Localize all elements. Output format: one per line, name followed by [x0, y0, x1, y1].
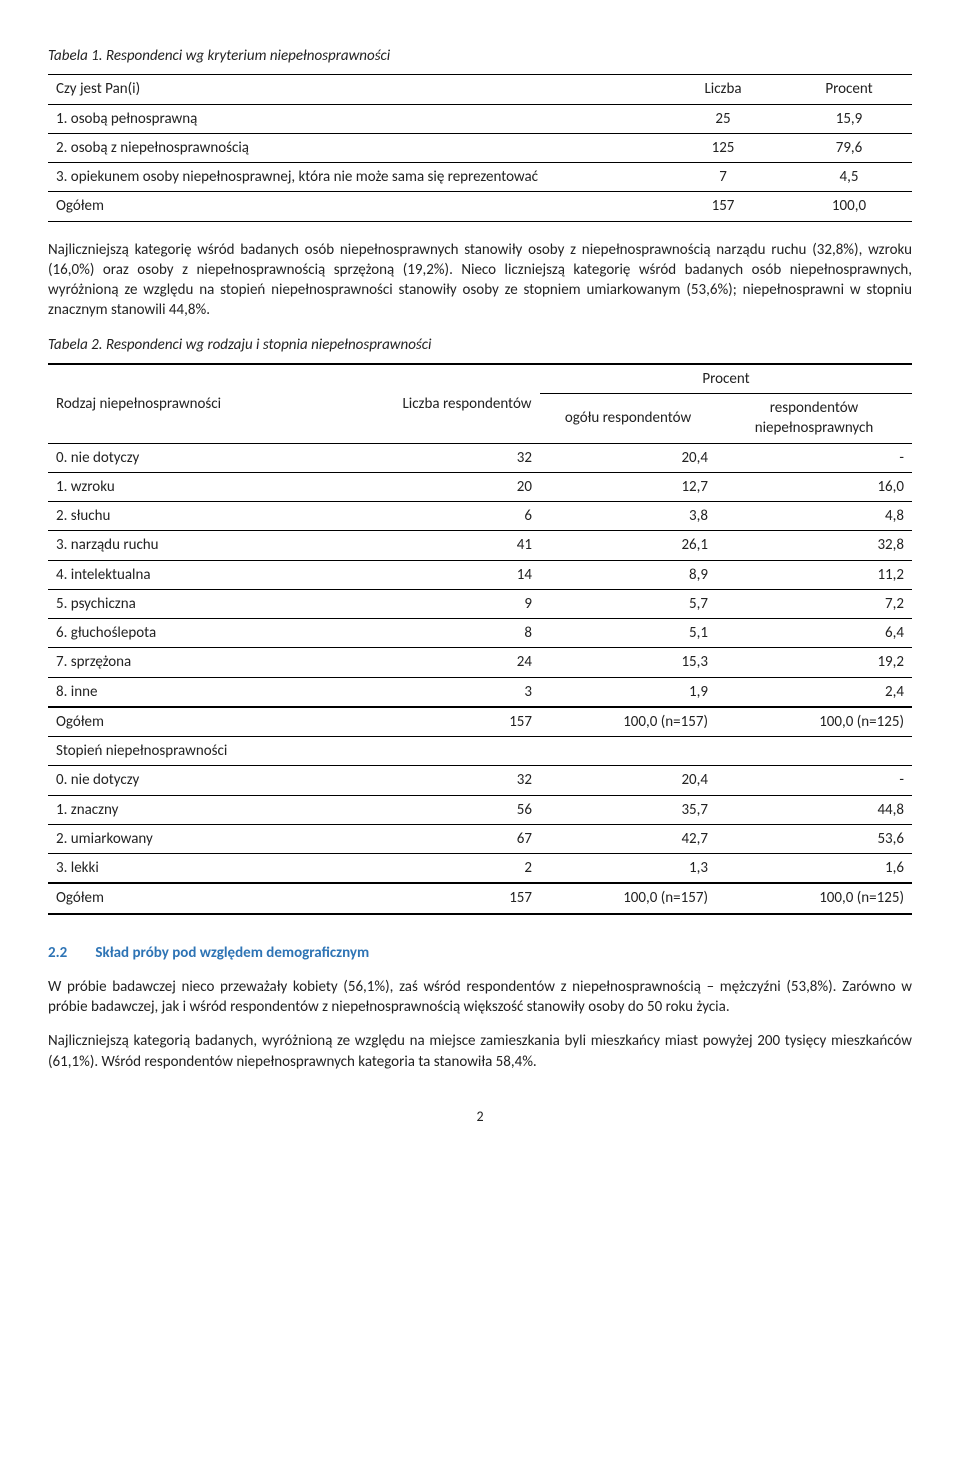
t2-row-n: 56: [394, 795, 540, 824]
paragraph-3: Najliczniejszą kategorią badanych, wyróż…: [48, 1031, 912, 1072]
t2-row-label: 3. lekki: [48, 854, 394, 884]
t2-row-n: 67: [394, 824, 540, 853]
t2-row-label: 8. inne: [48, 677, 394, 707]
t1-total-p: 100,0: [786, 192, 912, 221]
t2-row-label: 1. znaczny: [48, 795, 394, 824]
t1-row-n: 7: [660, 163, 786, 192]
page-number: 2: [48, 1108, 912, 1127]
t1-row-p: 15,9: [786, 104, 912, 133]
t2-row-n: 32: [394, 443, 540, 472]
t1-head-count: Liczba: [660, 75, 786, 104]
t2-row-p1: 42,7: [540, 824, 716, 853]
t1-head-percent: Procent: [786, 75, 912, 104]
cell: [716, 737, 912, 766]
t2-row-n: 41: [394, 531, 540, 560]
t2-row-label: 0. nie dotyczy: [48, 766, 394, 795]
section-number: 2.2: [48, 943, 92, 963]
t2-row-p1: 8,9: [540, 560, 716, 589]
t2-row-p2: 11,2: [716, 560, 912, 589]
t2-row-label: 3. narządu ruchu: [48, 531, 394, 560]
t1-row-n: 25: [660, 104, 786, 133]
t2-row-label: 2. umiarkowany: [48, 824, 394, 853]
t2-head-rowlabel: Rodzaj niepełnosprawności: [48, 364, 394, 443]
t2-row-p2: 32,8: [716, 531, 912, 560]
t2-row-n: 24: [394, 648, 540, 677]
table1-title: Tabela 1. Respondenci wg kryterium niepe…: [48, 46, 912, 66]
t2-total-label: Ogółem: [48, 707, 394, 737]
t2-row-p2: 16,0: [716, 472, 912, 501]
t2-row-n: 9: [394, 589, 540, 618]
t2-row-label: 0. nie dotyczy: [48, 443, 394, 472]
t2-row-p1: 26,1: [540, 531, 716, 560]
t2-row-n: 3: [394, 677, 540, 707]
table2: Rodzaj niepełnosprawności Liczba respond…: [48, 363, 912, 915]
cell: [540, 737, 716, 766]
t2-row-p2: 19,2: [716, 648, 912, 677]
t2-row-n: 32: [394, 766, 540, 795]
t2-degree-heading: Stopień niepełnosprawności: [48, 737, 394, 766]
t2-head-procent: Procent: [540, 364, 912, 394]
t2-head-liczba: Liczba respondentów: [394, 364, 540, 443]
t2-row-p1: 1,9: [540, 677, 716, 707]
t2-total-n: 157: [394, 883, 540, 913]
t2-row-p2: 44,8: [716, 795, 912, 824]
t1-row-n: 125: [660, 133, 786, 162]
t2-row-p2: 1,6: [716, 854, 912, 884]
t1-head-question: Czy jest Pan(i): [48, 75, 660, 104]
t2-row-label: 7. sprzężona: [48, 648, 394, 677]
t2-row-p1: 20,4: [540, 766, 716, 795]
t2-total-p1: 100,0 (n=157): [540, 707, 716, 737]
t2-row-n: 8: [394, 619, 540, 648]
t1-row-p: 79,6: [786, 133, 912, 162]
table2-title: Tabela 2. Respondenci wg rodzaju i stopn…: [48, 335, 912, 355]
t2-row-label: 6. głuchoślepota: [48, 619, 394, 648]
cell: [394, 737, 540, 766]
t2-row-p2: 53,6: [716, 824, 912, 853]
t2-row-n: 14: [394, 560, 540, 589]
t2-row-label: 1. wzroku: [48, 472, 394, 501]
t1-row-p: 4,5: [786, 163, 912, 192]
t2-row-p2: 4,8: [716, 502, 912, 531]
t2-row-n: 20: [394, 472, 540, 501]
paragraph-1: Najliczniejszą kategorię wśród badanych …: [48, 240, 912, 321]
t2-row-p1: 3,8: [540, 502, 716, 531]
t2-row-p2: 6,4: [716, 619, 912, 648]
t1-row-label: 1. osobą pełnosprawną: [48, 104, 660, 133]
paragraph-2: W próbie badawczej nieco przeważały kobi…: [48, 977, 912, 1018]
t2-head-c2: respondentów niepełnosprawnych: [716, 394, 912, 444]
t1-total-label: Ogółem: [48, 192, 660, 221]
t1-total-n: 157: [660, 192, 786, 221]
t2-total-label: Ogółem: [48, 883, 394, 913]
section-title: Skład próby pod względem demograficznym: [95, 944, 369, 962]
t2-total-p2: 100,0 (n=125): [716, 707, 912, 737]
t2-row-label: 4. intelektualna: [48, 560, 394, 589]
t1-row-label: 2. osobą z niepełnosprawnością: [48, 133, 660, 162]
t2-row-p2: -: [716, 443, 912, 472]
t2-row-p2: 7,2: [716, 589, 912, 618]
t2-total-n: 157: [394, 707, 540, 737]
t2-row-p1: 20,4: [540, 443, 716, 472]
t2-row-n: 6: [394, 502, 540, 531]
t2-row-label: 2. słuchu: [48, 502, 394, 531]
t2-row-n: 2: [394, 854, 540, 884]
table1: Czy jest Pan(i) Liczba Procent 1. osobą …: [48, 74, 912, 221]
t2-row-p1: 12,7: [540, 472, 716, 501]
t2-row-p1: 5,1: [540, 619, 716, 648]
t2-row-p2: -: [716, 766, 912, 795]
t1-row-label: 3. opiekunem osoby niepełnosprawnej, któ…: [48, 163, 660, 192]
t2-row-p1: 35,7: [540, 795, 716, 824]
t2-total-p1: 100,0 (n=157): [540, 883, 716, 913]
t2-row-label: 5. psychiczna: [48, 589, 394, 618]
t2-head-c1: ogółu respondentów: [540, 394, 716, 444]
t2-row-p2: 2,4: [716, 677, 912, 707]
t2-row-p1: 1,3: [540, 854, 716, 884]
t2-row-p1: 15,3: [540, 648, 716, 677]
t2-row-p1: 5,7: [540, 589, 716, 618]
t2-total-p2: 100,0 (n=125): [716, 883, 912, 913]
section-heading: 2.2 Skład próby pod względem demograficz…: [48, 943, 912, 963]
